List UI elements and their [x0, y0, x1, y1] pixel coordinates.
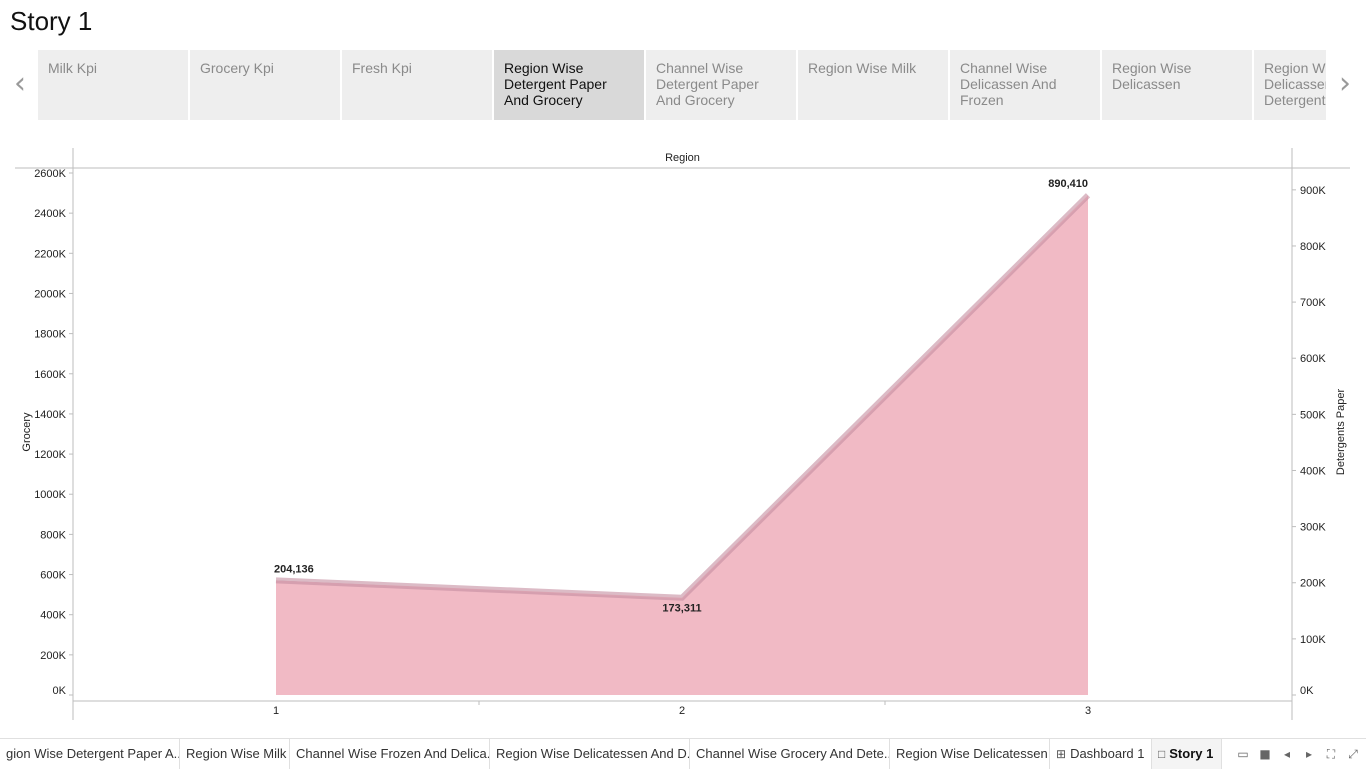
- left-tick-label-4: 800K: [40, 529, 66, 541]
- sheet-tab-6[interactable]: Region Wise Delicatessen: [890, 739, 1050, 769]
- storypoint-4[interactable]: Region Wise Detergent Paper And Grocery: [494, 50, 644, 120]
- storypoint-1[interactable]: Milk Kpi: [38, 50, 188, 120]
- left-tick-label-11: 2200K: [34, 248, 66, 260]
- overlap-edge: [275, 193, 1091, 601]
- presentation-mode-icon[interactable]: ⤢: [1348, 747, 1358, 761]
- right-tick-label-2: 200K: [1300, 578, 1326, 590]
- right-tick-label-7: 700K: [1300, 297, 1326, 309]
- left-tick-label-6: 1200K: [34, 449, 66, 461]
- chart-header-title: Region: [665, 152, 700, 164]
- right-tick-label-4: 400K: [1300, 465, 1326, 477]
- prev-sheet-icon[interactable]: ◂: [1283, 747, 1291, 761]
- sheet-tab-2[interactable]: Region Wise Milk: [180, 739, 290, 769]
- detergents-paper-area: [276, 195, 1088, 695]
- sheet-tab-label: Story 1: [1169, 746, 1214, 761]
- left-tick-label-0: 0K: [53, 685, 67, 697]
- area-chart: Region 204,136 173,311 890,410 0K 200K 400K 600…: [15, 148, 1350, 720]
- storypoint-5[interactable]: Channel Wise Detergent Paper And Grocery: [646, 50, 796, 120]
- left-tick-label-12: 2400K: [34, 208, 66, 220]
- data-label-3: 890,410: [1048, 178, 1088, 190]
- storypoint-3[interactable]: Fresh Kpi: [342, 50, 492, 120]
- storypoint-navigator: Milk Kpi Grocery Kpi Fresh Kpi Region Wise …: [38, 50, 1326, 120]
- data-label-2: 173,311: [662, 603, 701, 615]
- left-tick-label-5: 1000K: [34, 489, 66, 501]
- storypoint-7[interactable]: Channel Wise Delicassen And Frozen: [950, 50, 1100, 120]
- storypoint-9[interactable]: Region Wise Delicassen Detergent P: [1254, 50, 1326, 120]
- storypoint-2[interactable]: Grocery Kpi: [190, 50, 340, 120]
- right-tick-label-1: 100K: [1300, 634, 1326, 646]
- chevron-right-icon[interactable]: ›: [1339, 66, 1351, 101]
- y-axis-title-right: Detergents Paper: [1335, 389, 1347, 476]
- storypoint-6[interactable]: Region Wise Milk: [798, 50, 948, 120]
- x-tick-label-3: 3: [1085, 705, 1091, 717]
- data-label-1: 204,136: [274, 563, 314, 575]
- sheet-tab-label: Channel Wise Frozen And Delica...: [296, 746, 490, 761]
- left-tick-label-2: 400K: [40, 610, 66, 622]
- sheet-tab-label: Dashboard 1: [1070, 746, 1145, 761]
- right-tick-label-9: 900K: [1300, 185, 1326, 197]
- sheet-tab-bar: gion Wise Detergent Paper A... Region Wis…: [0, 738, 1366, 769]
- chevron-left-icon[interactable]: ‹: [14, 66, 26, 101]
- chart-area: Region 204,136 173,311 890,410 0K 200K 400K 600…: [0, 140, 1366, 720]
- filmstrip-icon[interactable]: ■: [1259, 747, 1271, 761]
- x-tick-label-1: 1: [273, 705, 279, 717]
- left-tick-label-10: 2000K: [34, 288, 66, 300]
- sheet-tab-label: gion Wise Detergent Paper A...: [6, 746, 180, 761]
- right-tick-label-8: 800K: [1300, 241, 1326, 253]
- left-tick-label-3: 600K: [40, 570, 66, 582]
- left-tick-label-7: 1400K: [34, 409, 66, 421]
- left-tick-label-9: 1800K: [34, 329, 66, 341]
- y-axis-title-left: Grocery: [21, 412, 33, 452]
- sheet-tab-label: Channel Wise Grocery And Dete...: [696, 746, 890, 761]
- storypoint-8[interactable]: Region Wise Delicassen: [1102, 50, 1252, 120]
- sheet-sorter-icon[interactable]: ▭: [1237, 747, 1249, 761]
- sheet-tab-7[interactable]: ⊞ Dashboard 1: [1050, 739, 1152, 769]
- right-tick-label-3: 300K: [1300, 522, 1326, 534]
- story-title: Story 1: [10, 6, 93, 36]
- left-tick-label-8: 1600K: [34, 369, 66, 381]
- dashboard-icon: ⊞: [1056, 747, 1067, 761]
- left-tick-label-1: 200K: [40, 650, 66, 662]
- sheet-tab-4[interactable]: Region Wise Delicatessen And D...: [490, 739, 690, 769]
- fit-screen-icon[interactable]: ⛶: [1326, 747, 1336, 761]
- sheet-tab-label: Region Wise Milk: [186, 746, 287, 761]
- x-tick-label-2: 2: [679, 705, 685, 717]
- left-tick-label-13: 2600K: [34, 168, 66, 180]
- right-tick-label-5: 500K: [1300, 409, 1326, 421]
- sheet-tab-1[interactable]: gion Wise Detergent Paper A...: [0, 739, 180, 769]
- sheet-tab-8[interactable]: □ Story 1: [1152, 739, 1222, 769]
- story-book-icon: □: [1158, 747, 1166, 761]
- right-tick-label-6: 600K: [1300, 353, 1326, 365]
- sheet-tab-5[interactable]: Channel Wise Grocery And Dete...: [690, 739, 890, 769]
- sheet-tab-label: Region Wise Delicatessen: [896, 746, 1048, 761]
- next-sheet-icon[interactable]: ▸: [1305, 747, 1313, 761]
- right-tick-label-0: 0K: [1300, 685, 1314, 697]
- sheet-tab-label: Region Wise Delicatessen And D...: [496, 746, 690, 761]
- sheet-tab-3[interactable]: Channel Wise Frozen And Delica...: [290, 739, 490, 769]
